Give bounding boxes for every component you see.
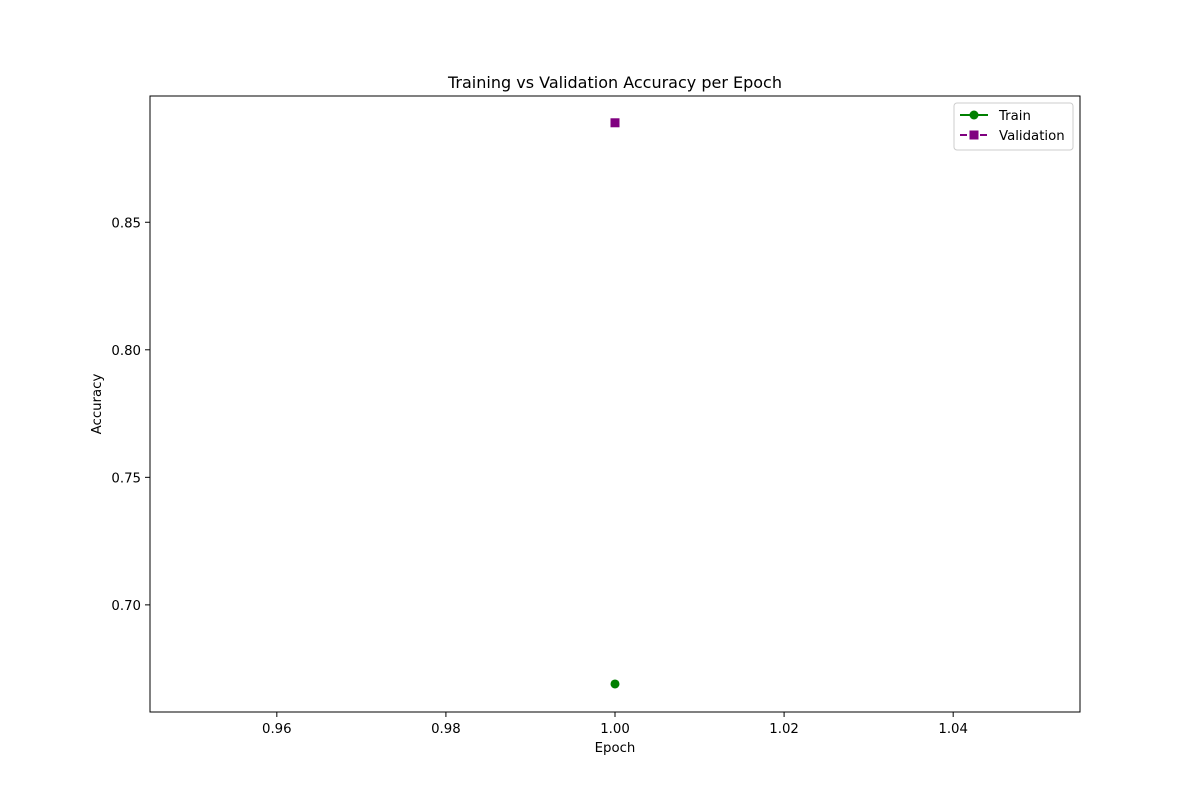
plot-area-frame: [149, 95, 1081, 713]
y-axis-label: Accuracy: [90, 374, 105, 435]
x-tick-label: 1.04: [938, 722, 968, 737]
x-tick-label: 0.98: [431, 722, 461, 737]
x-tick-label: 1.02: [769, 722, 799, 737]
legend-validation-label: Validation: [999, 129, 1065, 144]
chart-title: Training vs Validation Accuracy per Epoc…: [447, 73, 782, 92]
y-tick-label: 0.75: [111, 471, 141, 486]
y-tick-label: 0.80: [111, 344, 141, 359]
data-point-validation: [610, 118, 620, 128]
series-layer: [610, 118, 620, 689]
y-tick-label: 0.85: [111, 216, 141, 231]
legend-train-label: Train: [998, 109, 1031, 124]
x-tick-label: 1.00: [600, 722, 630, 737]
data-point-train: [610, 679, 620, 689]
legend-train-marker: [969, 110, 979, 120]
legend: Train Validation: [953, 102, 1074, 151]
legend-validation-marker: [969, 130, 979, 140]
x-axis-label: Epoch: [595, 741, 636, 756]
x-tick-label: 0.96: [262, 722, 292, 737]
y-axis-ticks: 0.70 0.75 0.80 0.85: [111, 216, 150, 614]
y-tick-label: 0.70: [111, 599, 141, 614]
x-axis-ticks: 0.96 0.98 1.00 1.02 1.04: [262, 712, 968, 737]
